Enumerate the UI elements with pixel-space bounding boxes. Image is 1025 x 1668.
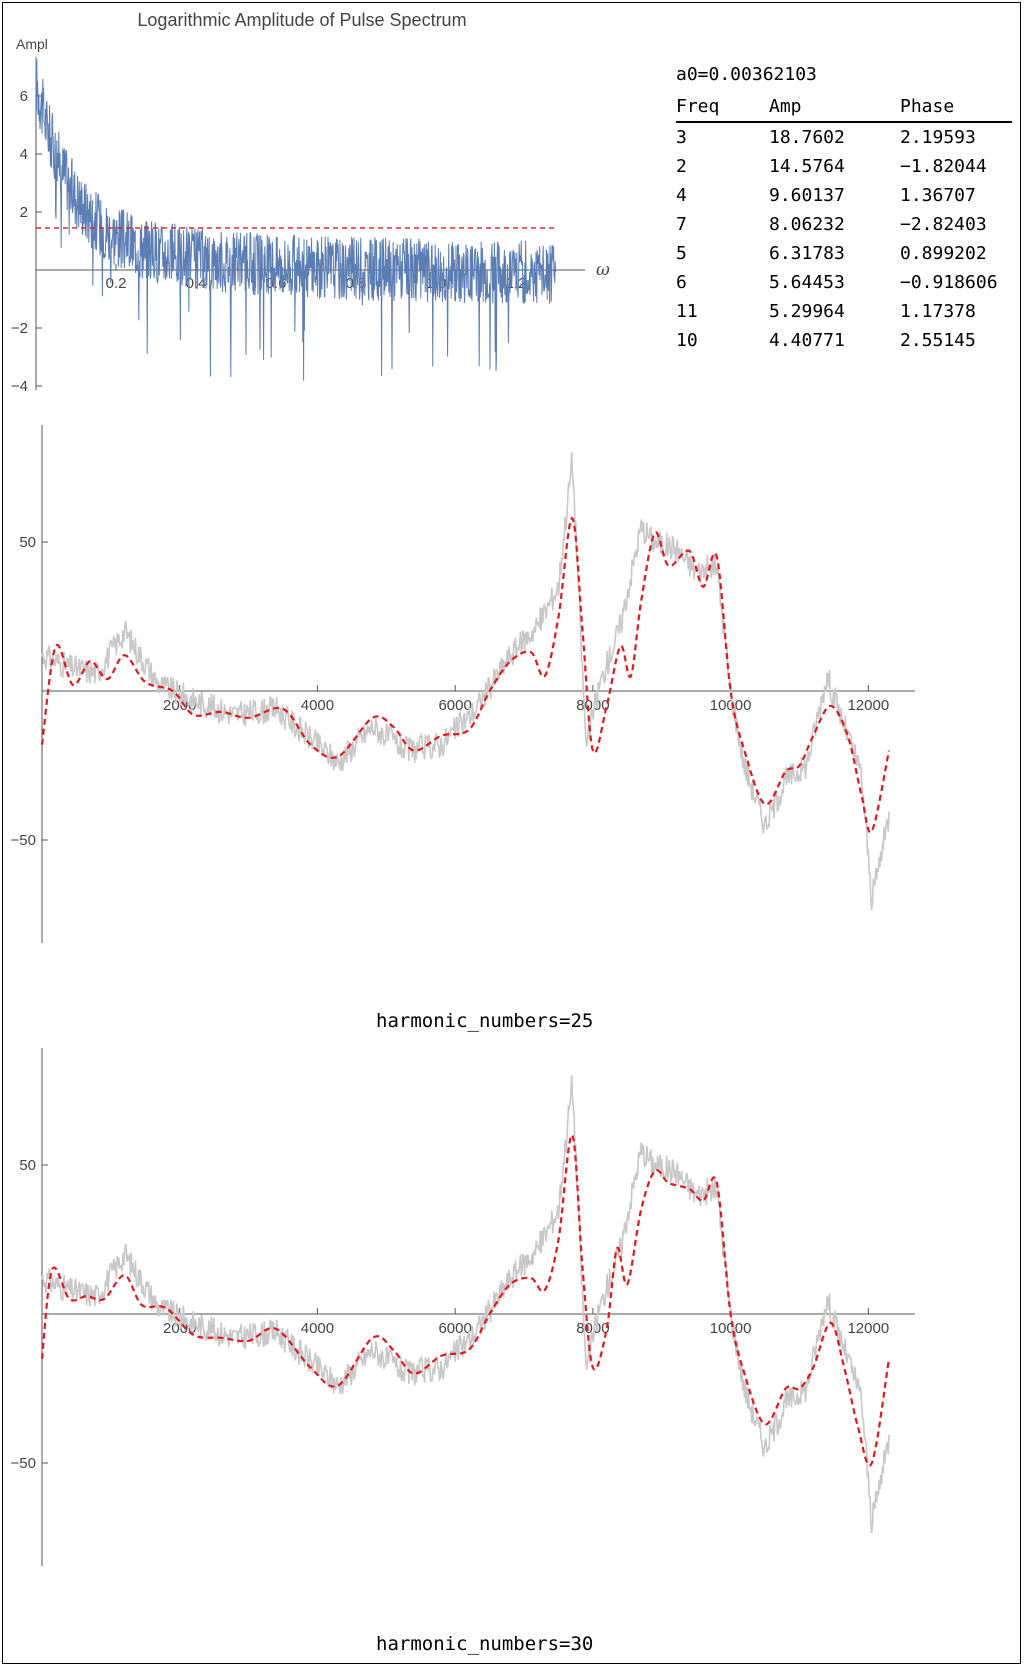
y-tick-label: 2 <box>20 204 28 221</box>
chart-title: Logarithmic Amplitude of Pulse Spectrum <box>137 10 466 30</box>
table-row: 10 4.40771 2.55145 <box>676 326 1012 355</box>
amp-cell: 4.40771 <box>769 330 845 351</box>
fit-series <box>40 517 891 834</box>
caption-harmonics-30: harmonic_numbers=30 <box>376 1633 594 1655</box>
amp-cell: 18.7602 <box>769 127 845 148</box>
caption-harmonics-25: harmonic_numbers=25 <box>376 1010 594 1032</box>
x-tick-label: 10000 <box>710 697 752 714</box>
x-tick-label: 6000 <box>438 697 471 714</box>
x-tick-label: 0.2 <box>106 275 127 292</box>
harmonics-table: Freq Amp Phase 3 18.7602 2.19593 2 14.5764 −1… <box>676 92 1012 355</box>
chart3-series <box>40 1075 891 1534</box>
freq-cell: 5 <box>676 243 687 264</box>
table-row: 5 6.31783 0.899202 <box>676 239 1012 268</box>
amp-cell: 5.29964 <box>769 301 845 322</box>
freq-cell: 7 <box>676 214 687 235</box>
table-row: 3 18.7602 2.19593 <box>676 122 1012 152</box>
table-row: 7 8.06232 −2.82403 <box>676 210 1012 239</box>
freq-cell: 6 <box>676 272 687 293</box>
phase-cell: −2.82403 <box>900 214 987 235</box>
header-amp: Amp <box>769 92 900 123</box>
y-tick-label: 4 <box>20 146 28 163</box>
y-tick-label: −2 <box>11 320 28 337</box>
table-body: 3 18.7602 2.19593 2 14.5764 −1.82044 4 9.60137 1… <box>676 122 1012 355</box>
phase-cell: −0.918606 <box>900 272 998 293</box>
freq-cell: 4 <box>676 185 687 206</box>
y-tick-label: −50 <box>11 1455 36 1472</box>
amp-cell: 8.06232 <box>769 214 845 235</box>
y-tick-label: 50 <box>19 1157 36 1174</box>
phase-cell: 2.19593 <box>900 127 976 148</box>
phase-cell: 1.17378 <box>900 301 976 322</box>
freq-cell: 10 <box>676 330 698 351</box>
fit-series <box>40 1134 891 1467</box>
y-tick-label: −50 <box>11 832 36 849</box>
x-tick-label: 4000 <box>301 1320 334 1337</box>
freq-cell: 11 <box>676 301 698 322</box>
table-row: 4 9.60137 1.36707 <box>676 181 1012 210</box>
measured-series <box>41 452 890 911</box>
freq-cell: 3 <box>676 127 687 148</box>
measured-series <box>41 1075 890 1534</box>
header-freq: Freq <box>676 92 769 123</box>
phase-cell: −1.82044 <box>900 156 987 177</box>
y-tick-label: 6 <box>20 88 28 105</box>
a0-value: a0=0.00362103 <box>676 64 817 85</box>
x-tick-label: 6000 <box>438 1320 471 1337</box>
chart1-series <box>35 56 557 381</box>
table-header-row: Freq Amp Phase <box>676 92 1012 123</box>
x-tick-label: 12000 <box>847 697 889 714</box>
x-tick-label: 12000 <box>847 1320 889 1337</box>
amp-cell: 9.60137 <box>769 185 845 206</box>
y-tick-label: 50 <box>19 534 36 551</box>
freq-cell: 2 <box>676 156 687 177</box>
y-tick-label: −4 <box>11 378 28 395</box>
amp-cell: 14.5764 <box>769 156 845 177</box>
table-row: 11 5.29964 1.17378 <box>676 297 1012 326</box>
table-row: 2 14.5764 −1.82044 <box>676 152 1012 181</box>
header-phase: Phase <box>900 92 1012 123</box>
phase-cell: 1.36707 <box>900 185 976 206</box>
amp-cell: 5.64453 <box>769 272 845 293</box>
x-tick-label: 10000 <box>710 1320 752 1337</box>
spectrum-series <box>35 56 557 381</box>
y-axis-label: Ampl <box>16 36 48 52</box>
x-axis-label: ω <box>596 260 610 280</box>
chart2-series <box>40 452 891 911</box>
phase-cell: 2.55145 <box>900 330 976 351</box>
amp-cell: 6.31783 <box>769 243 845 264</box>
x-tick-label: 4000 <box>301 697 334 714</box>
log-spectrum-chart: Logarithmic Amplitude of Pulse Spectrum … <box>11 10 610 395</box>
table-row: 6 5.64453 −0.918606 <box>676 268 1012 297</box>
phase-cell: 0.899202 <box>900 243 987 264</box>
